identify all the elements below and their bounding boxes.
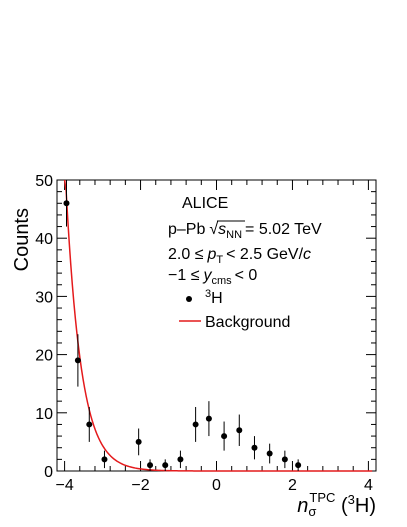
x-axis-title-nucleus: H [355,495,369,517]
y-tick-label: 40 [35,231,53,248]
legend-marker-point [186,296,192,302]
legend: 3H Background [179,288,290,331]
x-axis-title: nσTPC (3H) [297,490,376,519]
annotation-y-value: < 0 [235,267,258,284]
annotation-energy-sub: NN [226,229,242,241]
annotation-pt-unit: c [303,246,311,263]
annotation-system: p–Pb √sNN = 5.02 TeV [168,221,322,241]
annotation-pt-label: p [206,246,216,263]
x-tick-label: −2 [131,477,149,494]
data-point [101,456,108,463]
annotation-pt-sub: T [216,254,223,266]
data-point [221,433,228,440]
data-point [205,415,212,422]
annotation-y-sub: cms [211,275,232,287]
data-point [251,444,258,451]
x-axis-title-sub: σ [308,504,316,519]
y-tick-label: 10 [35,406,53,423]
y-axis-title: Counts [11,208,33,271]
x-axis-title-paren-close: ) [369,495,376,517]
annotation-y-prefix: −1 ≤ [168,267,200,284]
data-point [135,438,142,445]
data-point [162,462,169,469]
annotation-pt-range: 2.0 ≤ pT < 2.5 GeV/c [168,246,311,266]
annotation-sqrt-sign: √ [209,221,218,238]
annotation-y-label: y [202,267,212,284]
data-point [236,427,243,434]
data-point [177,456,184,463]
data-point [281,456,288,463]
y-tick-label: 0 [44,464,53,481]
annotation-system-prefix: p–Pb [168,221,205,238]
legend-label-triton: 3H [205,288,223,307]
annotation-pt-prefix: 2.0 ≤ [168,246,204,263]
legend-label-triton-sup: 3 [205,288,211,300]
x-axis-title-paren-open: ( [335,495,348,517]
data-point [74,357,81,364]
annotation-energy-value: = 5.02 TeV [245,221,322,238]
x-tick-label: 0 [212,477,221,494]
annotation-pt-value: < 2.5 GeV/ [226,246,303,263]
y-tick-label: 20 [35,348,53,365]
legend-label-triton-text: H [211,290,223,307]
annotation-experiment: ALICE [182,195,228,212]
x-tick-label: 2 [288,477,297,494]
y-tick-label: 30 [35,289,53,306]
x-axis-title-sup: TPC [309,490,335,505]
annotation-energy-label: s [218,221,226,238]
legend-label-background: Background [205,314,290,331]
data-point [86,421,93,428]
x-tick-label: −4 [55,477,73,494]
x-tick-label: 4 [364,477,373,494]
x-axis-title-main: n [297,495,308,517]
x-axis-title-nucleus-sup: 3 [348,492,355,507]
data-point [266,450,273,457]
annotation-y-range: −1 ≤ ycms < 0 [168,267,257,287]
background-curve [63,179,373,472]
y-tick-label: 50 [35,173,53,190]
data-point [63,200,70,207]
data-point [147,462,154,469]
data-point [192,421,199,428]
data-point [295,462,302,469]
